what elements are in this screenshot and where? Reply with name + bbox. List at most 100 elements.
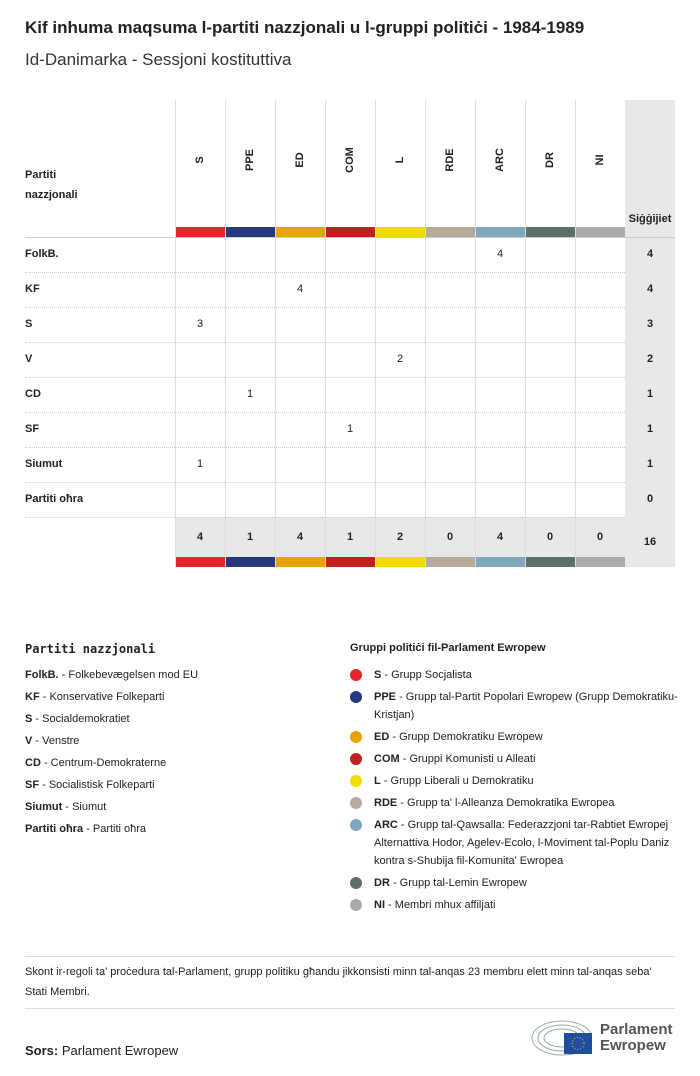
row-label: Siumut [25,458,63,470]
column-divider [275,100,276,567]
source-label: Sors: [25,1043,59,1058]
footnote: Skont ir-regoli ta' proċedura tal-Parlam… [25,966,652,998]
group-color-bar [576,557,625,567]
group-name: Grupp ta' l-Alleanza Demokratika Ewropea [407,797,615,809]
row-total: 4 [646,248,654,260]
party-name: Folkebevægelsen mod EU [68,669,199,681]
group-color-bar [426,227,475,237]
group-color-dot [350,669,362,681]
national-party-item: CD - Centrum-Demokraterne [25,757,167,769]
political-group-item: COM - Gruppi Komunisti u Alleati [374,753,536,765]
row-label: FolkB. [25,248,59,260]
party-name: Centrum-Demokraterne [50,757,167,769]
party-name: Partiti oħra [92,823,147,835]
row-total: 0 [646,493,654,505]
group-code: S [374,669,382,681]
table-cell: 1 [196,458,204,470]
group-color-dot [350,775,362,787]
page-subtitle: Id-Danimarka - Sessjoni kostituttiva [25,50,292,69]
column-total: 4 [196,531,204,543]
group-color-bar [226,557,275,567]
totals-row-bg [175,517,625,557]
political-group-item: PPE - Grupp tal-Partit Popolari Ewropew … [374,691,678,721]
table-cell: 3 [196,318,204,330]
row-divider [25,272,625,273]
source-value: Parlament Ewropew [61,1043,179,1058]
table-cell: 1 [246,388,254,400]
row-divider [25,412,625,413]
group-color-dot [350,797,362,809]
column-total: 0 [446,531,454,543]
group-code: ARC [374,819,398,831]
group-color-bar [176,557,225,567]
party-code: S [25,713,33,725]
logo-text: Parlament Ewropew [600,1021,673,1054]
group-color-bar [426,557,475,567]
party-code: Siumut [25,801,63,813]
column-label-rde: RDE [444,148,456,172]
party-name: Siumut [72,801,107,813]
hemicycle-icon [531,1020,593,1056]
group-color-bar [276,227,325,237]
column-total: 1 [246,531,254,543]
political-group-item: ED - Grupp Demokratiku Ewropew [374,731,543,743]
ep-logo: Parlament Ewropew [530,1018,680,1058]
table-cell: 4 [296,283,304,295]
group-code: RDE [374,797,398,809]
table-cell: 2 [396,353,404,365]
group-code: ED [374,731,390,743]
grand-total: 16 [643,536,657,548]
header-divider [25,237,675,238]
column-total: 0 [596,531,604,543]
national-party-item: FolkB. - Folkebevægelsen mod EU [25,669,199,681]
column-total: 4 [496,531,504,543]
row-divider [25,342,625,343]
party-name: Venstre [42,735,80,747]
political-group-item: NI - Membri mhux affiljati [374,899,496,911]
group-name: Grupp tal-Qawsalla: Federazzjoni tar-Rab… [374,819,670,867]
group-color-dot [350,753,362,765]
row-label: CD [25,388,41,400]
source: Sors: Parlament Ewropew [25,1043,178,1058]
row-label: SF [25,423,40,435]
column-total: 1 [346,531,354,543]
table-cell: 1 [346,423,354,435]
divider [25,1008,675,1009]
column-divider [575,100,576,567]
row-total: 2 [646,353,654,365]
row-divider [25,377,625,378]
group-color-bar [476,227,525,237]
row-total: 1 [646,458,654,470]
column-divider [325,100,326,567]
table-cell: 4 [496,248,504,260]
column-label-dr: DR [544,152,556,168]
column-divider [475,100,476,567]
group-code: NI [374,899,385,911]
group-color-dot [350,819,362,831]
column-label-arc: ARC [494,148,506,172]
group-code: DR [374,877,390,889]
national-party-item: S - Socialdemokratiet [25,713,130,725]
group-code: PPE [374,691,397,703]
column-total: 0 [546,531,554,543]
group-color-dot [350,691,362,703]
page-title: Kif inhuma maqsuma l-partiti nazzjonali … [25,18,585,37]
total-column-bg [625,100,675,567]
group-code: L [374,775,381,787]
row-total: 4 [646,283,654,295]
political-group-item: DR - Grupp tal-Lemin Ewropew [374,877,527,889]
group-name: Grupp tal-Lemin Ewropew [399,877,527,889]
row-label: Partiti oħra [25,493,84,505]
group-code: COM [374,753,400,765]
group-color-dot [350,877,362,889]
column-total: 2 [396,531,404,543]
row-label: KF [25,283,40,295]
column-label-l: L [394,156,406,164]
group-color-bar [476,557,525,567]
group-color-bar [326,227,375,237]
column-label-ppe: PPE [244,149,256,172]
group-color-bar [526,227,575,237]
political-group-item: S - Grupp Socjalista [374,669,472,681]
group-color-bar [326,557,375,567]
